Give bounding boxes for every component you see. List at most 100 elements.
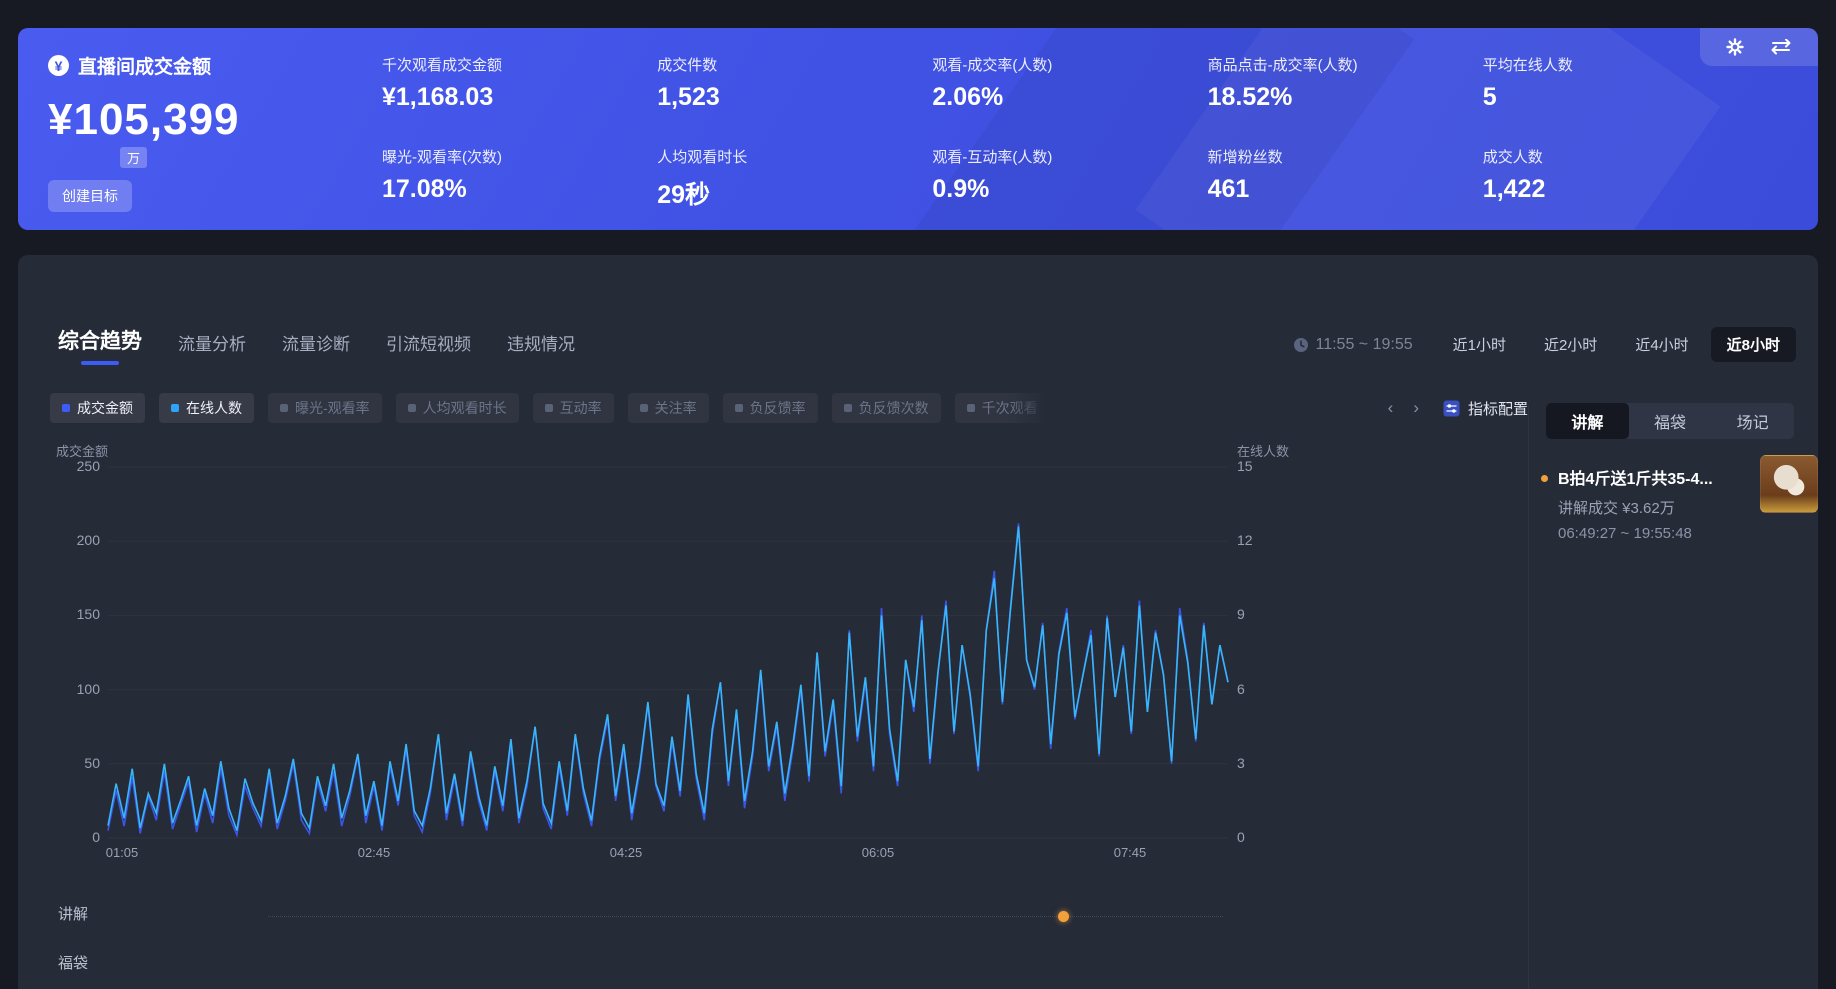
kpi-cell: 曝光-观看率(次数) 17.08% xyxy=(382,146,657,211)
swap-icon[interactable] xyxy=(1770,39,1792,55)
yuan-coin-icon: ¥ xyxy=(48,55,69,76)
legend-chip-label: 在线人数 xyxy=(186,400,242,416)
legend-chip-label: 曝光-观看率 xyxy=(295,400,370,416)
legend-chip[interactable]: 互动率 xyxy=(532,393,614,423)
legend-dot-icon xyxy=(734,404,743,412)
legend-chip[interactable]: 人均观看时长 xyxy=(395,393,519,423)
legend-chip[interactable]: 成交金额 xyxy=(50,393,145,423)
right-axis-ticks: 15 12 9 6 3 0 xyxy=(1237,458,1277,845)
kpi-label: 新增粉丝数 xyxy=(1207,149,1283,166)
product-bullet-icon xyxy=(1541,475,1548,482)
quick-range-group: 近1小时 近2小时 近4小时 近8小时 xyxy=(1437,327,1796,362)
main-tab[interactable]: 引流短视频 xyxy=(386,335,471,354)
kpi-cell: 商品点击-成交率(人数) 18.52% xyxy=(1208,54,1483,112)
kpi-cell: 平均在线人数 5 xyxy=(1483,54,1758,112)
y-right-tick: 6 xyxy=(1237,680,1245,697)
x-axis-tick: 06:05 xyxy=(861,845,895,860)
main-tab[interactable]: 违规情况 xyxy=(507,335,575,354)
kpi-banner: ¥ 直播间成交金额 ¥105,399 万 创建目标 千次观看成交金额 ¥1,16… xyxy=(18,28,1818,230)
legend-chip-label: 成交金额 xyxy=(77,400,133,416)
create-goal-button[interactable]: 创建目标 xyxy=(48,180,132,212)
metric-config-button[interactable]: 指标配置 xyxy=(1443,398,1528,419)
kpi-cell: 新增粉丝数 461 xyxy=(1208,146,1483,211)
y-right-tick: 12 xyxy=(1237,532,1253,549)
kpi-value: 17.08% xyxy=(382,175,467,203)
sidebar-tab[interactable]: 福袋 xyxy=(1654,415,1687,432)
x-axis-tick: 04:25 xyxy=(609,845,643,860)
legend-chip[interactable]: 曝光-观看率 xyxy=(268,393,382,423)
quick-range-button[interactable]: 近4小时 xyxy=(1635,337,1689,354)
timeline-row-explain-label: 讲解 xyxy=(58,906,89,923)
right-axis-title: 在线人数 xyxy=(1237,444,1290,459)
product-thumbnail[interactable] xyxy=(1760,455,1818,513)
kpi-value: 1,523 xyxy=(657,83,720,111)
kpi-value: 18.52% xyxy=(1207,83,1293,111)
x-axis-tick: 01:05 xyxy=(105,845,139,860)
legend-dot-icon xyxy=(544,404,553,412)
explain-event-marker[interactable] xyxy=(1058,911,1069,922)
series-在线人数 xyxy=(107,526,1229,831)
legend-chip-label: 关注率 xyxy=(654,400,697,416)
x-axis-ticks: 01:05 02:45 04:25 06:05 07:45 xyxy=(105,845,1228,865)
trend-line-chart[interactable] xyxy=(107,466,1229,839)
kpi-value: ¥1,168.03 xyxy=(382,83,494,111)
y-left-tick: 150 xyxy=(76,606,100,623)
time-range: 11:55 ~ 19:55 xyxy=(1293,336,1413,354)
y-right-tick: 15 xyxy=(1237,458,1253,474)
timeline-row-luckybag-label: 福袋 xyxy=(58,955,89,972)
chevron-right-icon[interactable]: › xyxy=(1413,398,1419,417)
banner-toolbar xyxy=(1700,28,1818,66)
y-left-tick: 100 xyxy=(76,680,100,697)
sidebar-tab[interactable]: 讲解 xyxy=(1546,403,1629,439)
legend-chip[interactable]: 在线人数 xyxy=(159,393,254,423)
time-controls: 11:55 ~ 19:55 近1小时 近2小时 近4小时 近8小时 xyxy=(1293,327,1796,362)
gmv-block: ¥ 直播间成交金额 ¥105,399 万 创建目标 xyxy=(48,52,240,212)
y-left-tick: 250 xyxy=(76,458,100,474)
kpi-value: 0.9% xyxy=(932,175,990,203)
legend-pager: ‹ › xyxy=(1388,398,1419,418)
kpi-value: 1,422 xyxy=(1482,175,1546,203)
quick-range-button[interactable]: 近2小时 xyxy=(1543,337,1598,354)
main-tab[interactable]: 综合趋势 xyxy=(58,325,142,365)
legend-dot-icon xyxy=(171,404,179,412)
gmv-unit-badge: 万 xyxy=(120,147,148,168)
series-成交金额 xyxy=(107,523,1229,838)
main-tab[interactable]: 流量诊断 xyxy=(282,335,350,354)
banner-title: 直播间成交金额 xyxy=(78,57,212,78)
x-axis-tick: 07:45 xyxy=(1113,845,1147,860)
quick-range-button[interactable]: 近8小时 xyxy=(1710,327,1796,362)
legend-chip-label: 互动率 xyxy=(559,400,602,416)
chevron-left-icon[interactable]: ‹ xyxy=(1387,398,1394,417)
y-left-tick: 0 xyxy=(92,829,100,845)
legend-dot-icon xyxy=(280,404,288,412)
legend-chip[interactable]: 关注率 xyxy=(627,393,709,423)
quick-range-button[interactable]: 近1小时 xyxy=(1452,337,1506,354)
legend-dot-icon xyxy=(843,404,852,412)
main-tab[interactable]: 流量分析 xyxy=(178,335,246,354)
sidebar-divider xyxy=(1528,405,1529,989)
trend-tab-bar: 综合趋势 流量分析 流量诊断 引流短视频 违规情况 xyxy=(58,325,575,365)
legend-dot-icon xyxy=(62,404,70,412)
kpi-value: 2.06% xyxy=(932,83,1004,111)
y-right-tick: 3 xyxy=(1237,754,1245,771)
gear-icon[interactable] xyxy=(1726,38,1744,56)
metric-config-label: 指标配置 xyxy=(1467,400,1528,418)
kpi-cell: 千次观看成交金额 ¥1,168.03 xyxy=(382,54,657,112)
legend-chip[interactable]: 负反馈次数 xyxy=(831,393,941,423)
legend-chip[interactable]: 负反馈率 xyxy=(722,393,818,423)
legend-chip-list: 成交金额 在线人数 曝光-观看率 人均观看时长 互动率 关注率 负反馈率 负反馈次数 千次观看 xyxy=(50,393,1358,423)
legend-chip-label: 千次观看 xyxy=(981,400,1038,416)
kpi-grid: 千次观看成交金额 ¥1,168.03 成交件数 1,523 观看-成交率(人数)… xyxy=(382,54,1758,211)
kpi-cell: 观看-互动率(人数) 0.9% xyxy=(932,146,1207,211)
kpi-cell: 人均观看时长 29秒 xyxy=(657,146,932,211)
left-axis-title: 成交金额 xyxy=(56,444,109,459)
y-right-tick: 9 xyxy=(1237,606,1245,623)
kpi-label: 观看-互动率(人数) xyxy=(932,149,1053,166)
sidebar-tab[interactable]: 场记 xyxy=(1736,415,1769,432)
kpi-cell: 成交人数 1,422 xyxy=(1483,146,1758,211)
product-explain-time: 06:49:27 ~ 19:55:48 xyxy=(1558,525,1692,542)
banner-title-row: ¥ 直播间成交金额 xyxy=(48,52,240,79)
product-title[interactable]: B拍4斤送1斤共35-4... xyxy=(1558,471,1713,488)
legend-chip[interactable]: 千次观看 xyxy=(954,393,1050,423)
